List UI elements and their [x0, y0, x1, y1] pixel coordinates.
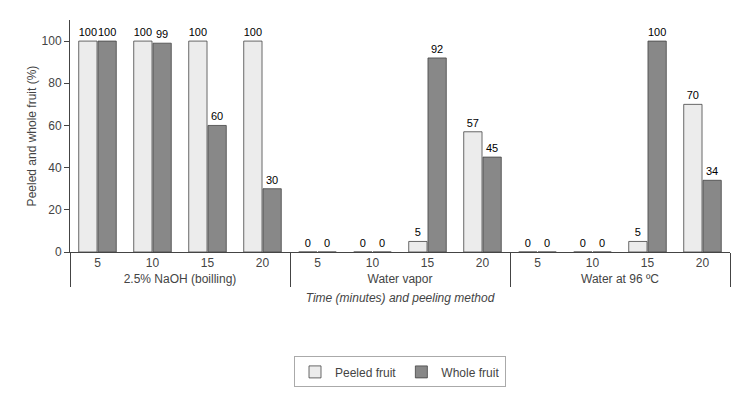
- svg-text:100: 100: [244, 26, 262, 38]
- svg-text:10: 10: [366, 256, 380, 270]
- svg-text:0: 0: [379, 237, 385, 249]
- svg-text:92: 92: [431, 43, 443, 55]
- svg-text:15: 15: [421, 256, 435, 270]
- svg-text:Water vapor: Water vapor: [368, 272, 433, 286]
- svg-text:45: 45: [486, 142, 498, 154]
- svg-text:15: 15: [201, 256, 215, 270]
- svg-text:15: 15: [641, 256, 655, 270]
- svg-text:20: 20: [476, 256, 490, 270]
- svg-text:100: 100: [98, 26, 116, 38]
- svg-text:Whole fruit: Whole fruit: [441, 366, 499, 380]
- svg-text:40: 40: [48, 161, 62, 175]
- svg-text:0: 0: [580, 237, 586, 249]
- svg-text:100: 100: [189, 26, 207, 38]
- svg-text:100: 100: [42, 34, 62, 48]
- svg-text:5: 5: [534, 256, 541, 270]
- svg-text:0: 0: [324, 237, 330, 249]
- svg-text:Peeled and whole fruit (%): Peeled and whole fruit (%): [25, 66, 39, 207]
- svg-text:60: 60: [48, 119, 62, 133]
- svg-text:99: 99: [156, 28, 168, 40]
- svg-text:100: 100: [648, 26, 666, 38]
- svg-text:5: 5: [314, 256, 321, 270]
- svg-text:5: 5: [635, 226, 641, 238]
- svg-text:30: 30: [266, 174, 278, 186]
- svg-text:34: 34: [706, 165, 718, 177]
- svg-text:Peeled fruit: Peeled fruit: [335, 366, 396, 380]
- svg-text:80: 80: [48, 76, 62, 90]
- svg-text:2.5% NaOH (boilling): 2.5% NaOH (boilling): [124, 272, 237, 286]
- svg-text:Time (minutes) and peeling met: Time (minutes) and peeling method: [306, 291, 495, 305]
- svg-text:10: 10: [146, 256, 160, 270]
- svg-text:5: 5: [415, 226, 421, 238]
- svg-text:Water at 96 ºC: Water at 96 ºC: [581, 272, 659, 286]
- svg-text:70: 70: [687, 89, 699, 101]
- svg-text:20: 20: [256, 256, 270, 270]
- svg-text:20: 20: [696, 256, 710, 270]
- svg-text:10: 10: [586, 256, 600, 270]
- svg-text:0: 0: [305, 237, 311, 249]
- svg-text:100: 100: [134, 26, 152, 38]
- svg-text:20: 20: [48, 203, 62, 217]
- svg-text:0: 0: [525, 237, 531, 249]
- svg-text:5: 5: [94, 256, 101, 270]
- svg-text:57: 57: [467, 117, 479, 129]
- svg-text:0: 0: [544, 237, 550, 249]
- svg-text:100: 100: [79, 26, 97, 38]
- svg-text:0: 0: [599, 237, 605, 249]
- svg-text:0: 0: [55, 245, 62, 259]
- svg-text:0: 0: [360, 237, 366, 249]
- svg-text:60: 60: [211, 110, 223, 122]
